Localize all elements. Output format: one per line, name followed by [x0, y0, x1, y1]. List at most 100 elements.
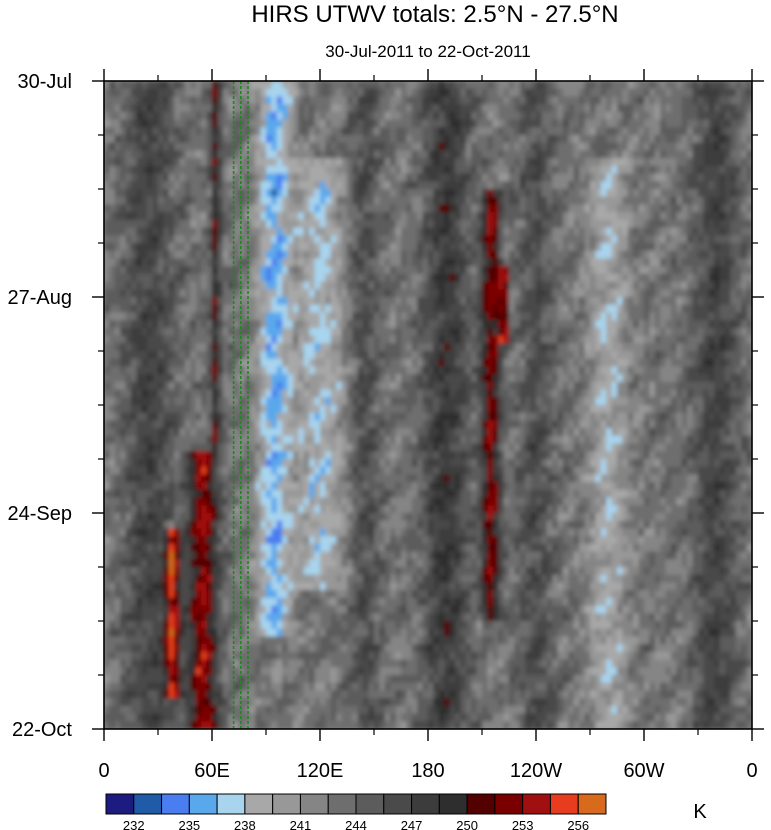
- field-cell: [627, 212, 634, 221]
- field-cell: [568, 250, 575, 260]
- field-cell: [671, 381, 677, 391]
- field-cell: [617, 327, 623, 337]
- field-cell: [438, 96, 445, 105]
- field-cell: [158, 127, 164, 136]
- field-cell: [606, 343, 613, 352]
- field-cell: [104, 335, 110, 344]
- field-cell: [357, 127, 364, 136]
- field-cell: [293, 165, 299, 175]
- field-cell: [217, 397, 224, 406]
- field-cell: [622, 158, 629, 167]
- field-cell: [633, 297, 640, 306]
- field-cell: [212, 389, 218, 398]
- field-cell: [222, 335, 229, 344]
- field-cell: [179, 366, 186, 375]
- field-cell: [465, 366, 472, 375]
- field-cell: [330, 150, 337, 159]
- field-cell: [665, 212, 672, 221]
- field-cell: [590, 320, 596, 329]
- field-cell: [660, 165, 667, 175]
- field-cell: [573, 119, 580, 128]
- field-cell: [330, 351, 337, 360]
- field-cell: [482, 189, 488, 198]
- field-cell: [174, 119, 181, 128]
- field-cell: [379, 196, 386, 206]
- field-cell: [595, 327, 602, 337]
- field-cell: [298, 219, 305, 229]
- field-cell: [109, 235, 116, 244]
- field-cell: [287, 127, 294, 136]
- field-cell: [660, 335, 667, 344]
- field-cell: [681, 212, 688, 221]
- field-cell: [282, 312, 289, 321]
- field-cell: [411, 81, 418, 90]
- field-cell: [179, 258, 186, 267]
- field-cell: [233, 374, 240, 383]
- field-cell: [433, 127, 440, 136]
- field-cell: [131, 189, 137, 198]
- field-cell: [692, 227, 699, 236]
- field-cell: [141, 243, 148, 252]
- field-cell: [573, 389, 580, 398]
- field-cell: [660, 135, 667, 144]
- field-cell: [617, 219, 623, 229]
- field-cell: [222, 366, 229, 375]
- field-cell: [649, 158, 656, 167]
- field-cell: [152, 165, 159, 175]
- field-cell: [336, 266, 343, 275]
- field-cell: [698, 258, 704, 267]
- field-cell: [719, 189, 726, 198]
- field-cell: [482, 104, 488, 113]
- field-cell: [212, 366, 218, 375]
- field-cell: [120, 196, 127, 206]
- field-cell: [509, 227, 515, 236]
- field-cell: [357, 219, 364, 229]
- field-cell: [206, 266, 213, 275]
- field-cell: [336, 150, 343, 159]
- field-cell: [687, 196, 694, 206]
- field-cell: [212, 181, 218, 190]
- field-cell: [622, 258, 629, 267]
- field-cell: [417, 273, 424, 283]
- field-cell: [422, 81, 429, 90]
- field-cell: [482, 235, 488, 244]
- field-cell: [687, 243, 694, 252]
- field-cell: [541, 196, 548, 206]
- field-cell: [217, 258, 224, 267]
- field-cell: [228, 304, 235, 314]
- field-cell: [206, 88, 213, 98]
- field-cell: [368, 381, 375, 391]
- field-cell: [498, 104, 505, 113]
- field-cell: [438, 243, 445, 252]
- field-cell: [422, 127, 429, 136]
- field-cell: [519, 88, 526, 98]
- field-cell: [487, 173, 494, 182]
- field-cell: [363, 374, 370, 383]
- field-cell: [471, 204, 478, 213]
- field-cell: [336, 127, 343, 136]
- field-cell: [406, 366, 413, 375]
- field-cell: [357, 150, 364, 159]
- field-cell: [676, 119, 683, 128]
- field-cell: [233, 366, 240, 375]
- field-cell: [314, 96, 321, 105]
- field-cell: [314, 281, 321, 290]
- field-cell: [390, 150, 397, 159]
- field-cell: [698, 111, 704, 121]
- field-cell: [638, 158, 645, 167]
- field-cell: [541, 343, 548, 352]
- field-cell: [417, 204, 424, 213]
- field-cell: [595, 374, 602, 383]
- field-cell: [206, 320, 213, 329]
- field-cell: [249, 397, 256, 406]
- field-cell: [417, 150, 424, 159]
- field-cell: [347, 196, 353, 206]
- field-cell: [703, 327, 710, 337]
- field-cell: [611, 381, 618, 391]
- field-cell: [239, 158, 245, 167]
- field-cell: [438, 88, 445, 98]
- field-cell: [368, 266, 375, 275]
- field-cell: [568, 258, 575, 267]
- field-cell: [401, 204, 407, 213]
- field-cell: [152, 173, 159, 182]
